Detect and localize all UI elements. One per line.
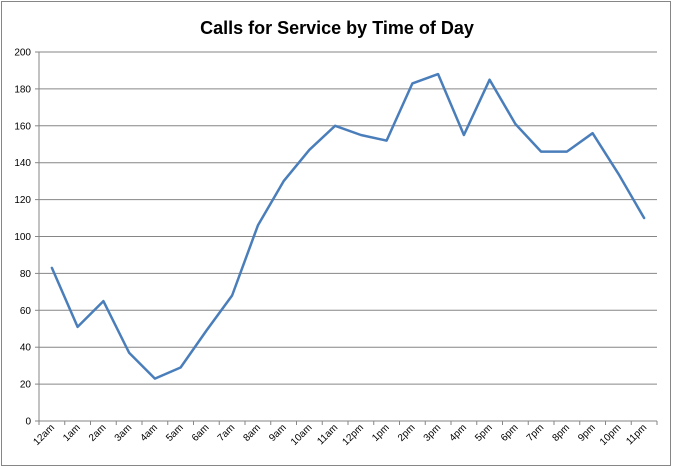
x-tick-label: 8pm bbox=[550, 422, 572, 444]
y-tick-label: 20 bbox=[20, 380, 32, 391]
y-tick-label: 60 bbox=[20, 306, 32, 317]
x-tick-label: 3pm bbox=[422, 422, 444, 444]
chart-title: Calls for Service by Time of Day bbox=[200, 18, 474, 38]
y-tick-label: 140 bbox=[14, 158, 31, 169]
x-tick-label: 2pm bbox=[396, 422, 418, 444]
y-tick-label: 80 bbox=[20, 269, 32, 280]
y-axis-ticks: 0 20 40 60 80 100 120 140 160 180 200 bbox=[14, 48, 31, 428]
x-tick-label: 4pm bbox=[447, 422, 469, 444]
x-tick-label: 2am bbox=[87, 422, 109, 444]
x-tick-label: 11pm bbox=[624, 422, 649, 447]
y-tick-label: 100 bbox=[14, 232, 31, 243]
x-tick-label: 9am bbox=[267, 422, 289, 444]
x-tick-label: 3am bbox=[113, 422, 135, 444]
series-layer bbox=[50, 72, 646, 380]
x-tick-label: 12pm bbox=[341, 422, 366, 447]
x-tick-label: 6am bbox=[190, 422, 212, 444]
x-tick-label: 11am bbox=[315, 422, 340, 447]
series-line bbox=[50, 72, 646, 380]
x-tick-label: 7pm bbox=[525, 422, 547, 444]
y-tick-label: 200 bbox=[14, 48, 31, 59]
x-tick-label: 10am bbox=[289, 422, 314, 447]
x-tick-label: 8am bbox=[241, 422, 263, 444]
x-tick-label: 9pm bbox=[576, 422, 598, 444]
y-tick-label: 180 bbox=[14, 84, 31, 95]
x-axis-ticks: 12am 1am 2am 3am 4am 5am 6am 7am 8am 9am 10am 11am 1… bbox=[32, 422, 650, 447]
x-tick-label: 6pm bbox=[499, 422, 521, 444]
x-tick-label: 5am bbox=[164, 422, 186, 444]
x-tick-label: 5pm bbox=[473, 422, 495, 444]
y-tick-label: 120 bbox=[14, 195, 31, 206]
x-tick-label: 4am bbox=[138, 422, 160, 444]
x-tick-label: 7am bbox=[216, 422, 238, 444]
y-tick-label: 40 bbox=[20, 343, 32, 354]
x-tick-label: 1am bbox=[61, 422, 83, 444]
x-tick-label: 10pm bbox=[598, 422, 623, 447]
x-tick-label: 1pm bbox=[370, 422, 392, 444]
y-tick-label: 160 bbox=[14, 121, 31, 132]
x-tick-label: 12am bbox=[32, 422, 57, 447]
gridlines bbox=[39, 51, 657, 385]
axes bbox=[35, 51, 658, 425]
y-tick-label: 0 bbox=[25, 417, 31, 428]
